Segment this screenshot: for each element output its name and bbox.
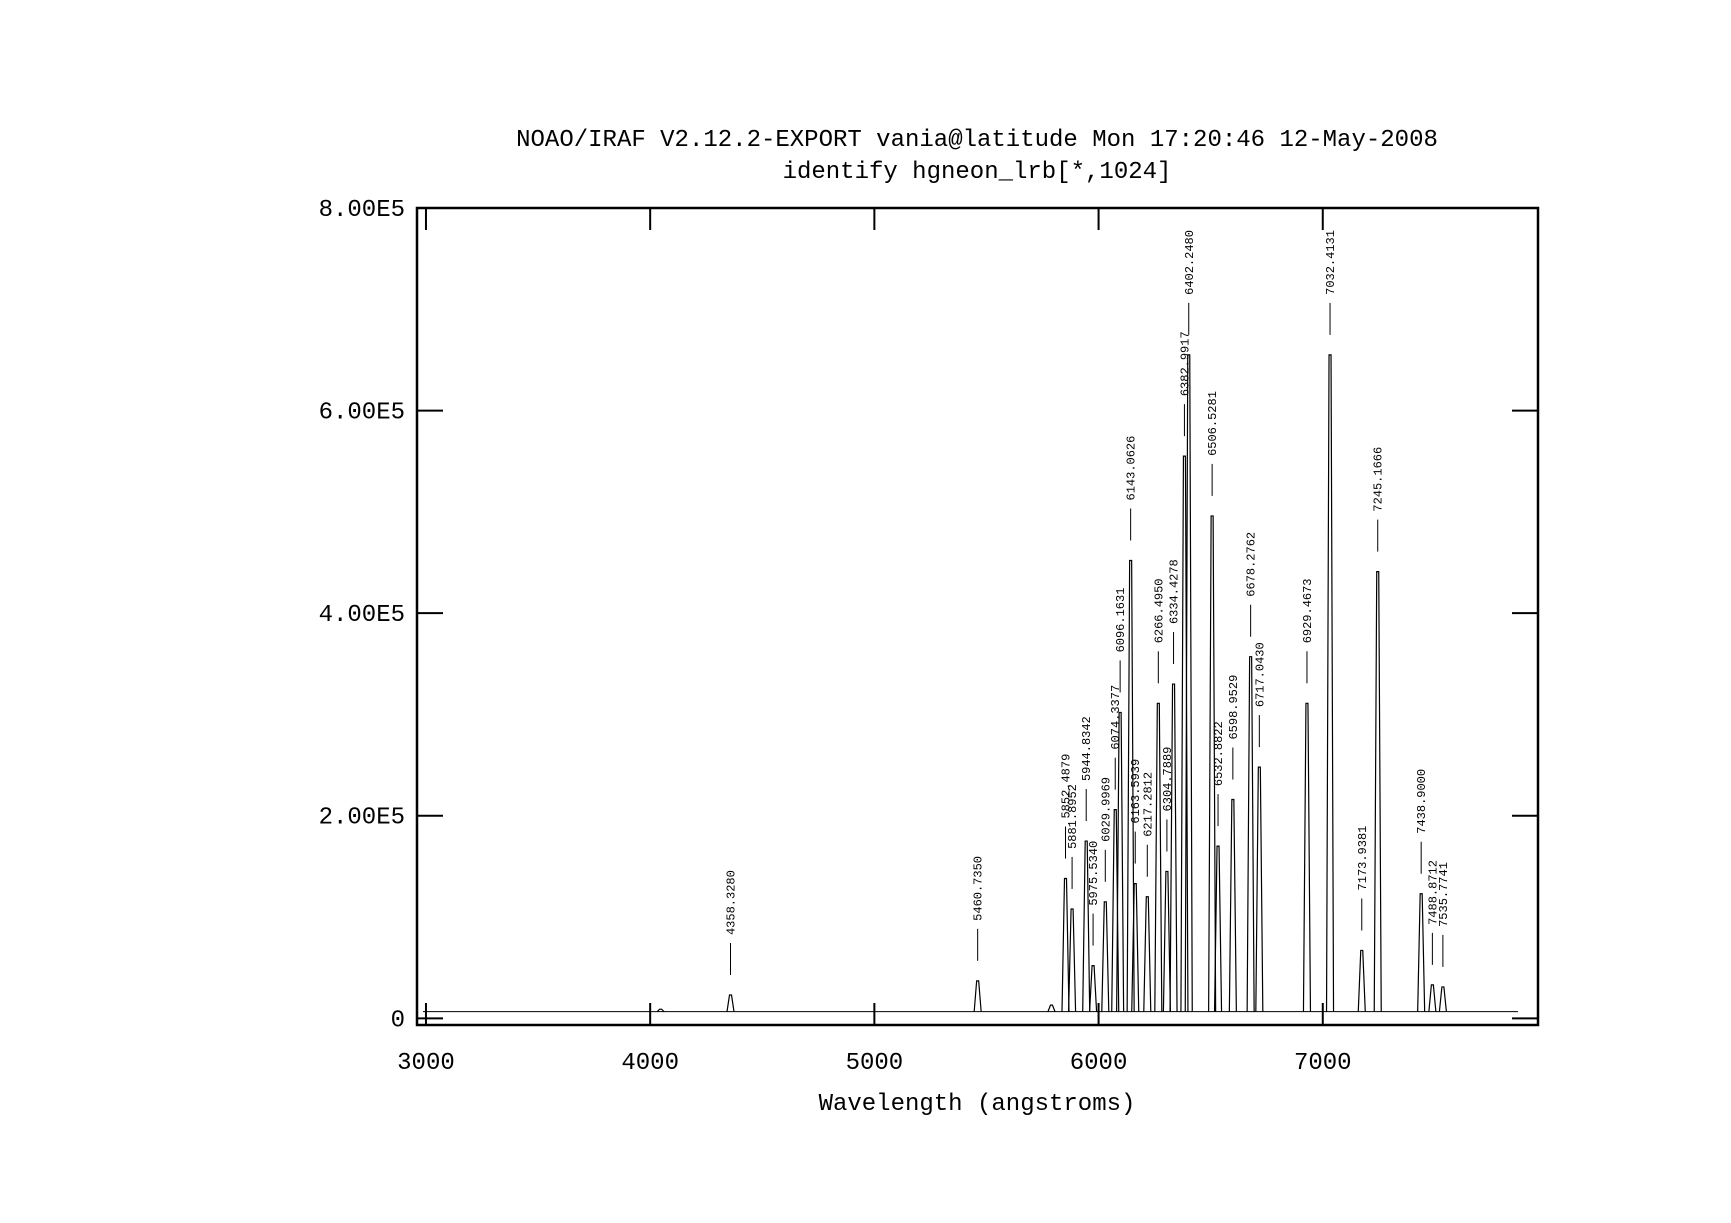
line-label: 6506.5281: [1206, 391, 1220, 456]
line-label: 5852.4879: [1059, 754, 1073, 819]
line-label: 6143.0626: [1125, 436, 1139, 501]
x-tick-label: 3000: [397, 1050, 455, 1077]
spectral-peak: [1246, 656, 1255, 1012]
y-tick-label: 2.00E5: [319, 805, 405, 832]
spectral-peak: [1438, 986, 1447, 1012]
line-label: 6074.3377: [1109, 685, 1123, 750]
line-label: 6402.2480: [1183, 230, 1197, 295]
line-label: 6929.4673: [1301, 578, 1315, 643]
spectral-peak: [1357, 949, 1366, 1012]
spectral-peak: [1143, 896, 1152, 1012]
line-label: 7438.9000: [1415, 769, 1429, 834]
line-label: 6266.4950: [1152, 578, 1166, 643]
line-label: 6382.9917: [1178, 331, 1192, 396]
spectral-peak: [1116, 711, 1125, 1012]
plot-frame: [415, 206, 1540, 1027]
line-label: 6598.9529: [1227, 675, 1241, 740]
line-label: 6532.8822: [1212, 721, 1226, 786]
line-label: 6334.4278: [1168, 559, 1182, 624]
line-label: 6096.1631: [1114, 588, 1128, 653]
spectral-peak: [1067, 908, 1077, 1012]
spectral-peak: [1208, 515, 1217, 1012]
line-label: 6163.5939: [1129, 759, 1143, 824]
chart-title: NOAO/IRAF V2.12.2-EXPORT vania@latitude …: [516, 127, 1438, 154]
spectral-peak: [1162, 870, 1171, 1012]
x-tick-label: 6000: [1070, 1050, 1128, 1077]
spectral-peak: [1428, 984, 1437, 1012]
x-tick-label: 4000: [621, 1050, 679, 1077]
line-label: 6217.2812: [1141, 772, 1155, 837]
spectral-peak: [1082, 840, 1091, 1012]
line-label: 6717.0430: [1253, 642, 1267, 707]
line-label: 7245.1666: [1372, 447, 1386, 512]
y-tick-label: 4.00E5: [319, 602, 405, 629]
y-tick-label: 6.00E5: [319, 400, 405, 427]
line-label: 7488.8712: [1426, 860, 1440, 925]
line-label: 5944.8342: [1080, 716, 1094, 781]
line-label: 6678.2762: [1245, 532, 1259, 597]
x-axis-label: Wavelength (angstroms): [819, 1091, 1136, 1118]
chart-subtitle: identify hgneon_lrb[*,1024]: [783, 159, 1172, 186]
spectral-peak: [1417, 893, 1426, 1012]
spectral-peak: [1154, 702, 1163, 1012]
spectral-peak: [1228, 798, 1237, 1012]
spectral-peak: [1373, 571, 1382, 1012]
spectral-peak: [1047, 1004, 1056, 1012]
spectral-peak: [1169, 683, 1178, 1012]
spectral-peak: [726, 994, 735, 1012]
spectral-peak: [656, 1008, 665, 1013]
line-label: 4358.3280: [725, 870, 739, 935]
spectral-peak: [1184, 354, 1193, 1012]
x-tick-label: 7000: [1294, 1050, 1352, 1077]
spectral-peak: [1325, 354, 1335, 1012]
spectral-peak: [1101, 901, 1110, 1012]
line-label: 7032.4131: [1324, 230, 1338, 295]
spectral-peak: [1213, 845, 1223, 1012]
y-tick-label: 8.00E5: [319, 197, 405, 224]
spectral-peak: [1302, 702, 1312, 1012]
spectral-peak: [1061, 877, 1070, 1012]
y-tick-label: 0: [391, 1007, 405, 1034]
spectral-peak: [1088, 965, 1098, 1012]
line-label: 6304.7889: [1161, 747, 1175, 812]
spectral-peak: [1126, 559, 1135, 1012]
spectral-peak: [973, 980, 982, 1012]
line-label: 5460.7350: [972, 856, 986, 921]
line-label: 7535.7741: [1437, 862, 1451, 927]
line-label: 7173.9381: [1356, 826, 1370, 891]
x-tick-label: 5000: [846, 1050, 904, 1077]
line-label: 6029.9969: [1099, 777, 1113, 842]
line-label: 5881.8952: [1066, 784, 1080, 849]
line-label: 5975.5340: [1087, 841, 1101, 906]
spectral-peak: [1131, 883, 1140, 1012]
spectral-peak: [1255, 766, 1264, 1012]
